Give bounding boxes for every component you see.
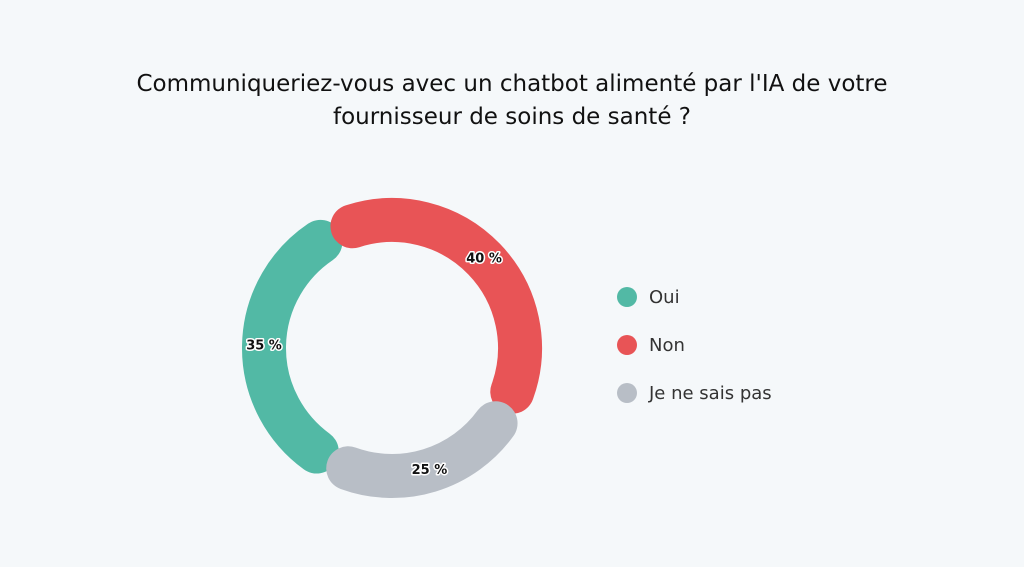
legend-marker	[617, 335, 637, 355]
chart-title: Communiqueriez-vous avec un chatbot alim…	[136, 71, 888, 130]
legend-label: Non	[649, 335, 685, 356]
legend-label: Je ne sais pas	[648, 383, 772, 404]
legend-label: Oui	[649, 287, 680, 308]
donut-segment	[242, 219, 343, 474]
value-label: 40 %	[466, 252, 502, 267]
donut-segment	[326, 401, 518, 498]
legend-marker	[617, 383, 637, 403]
legend-marker	[617, 287, 637, 307]
value-label: 25 %	[412, 463, 448, 478]
value-label: 35 %	[246, 338, 282, 353]
donut-segment	[330, 198, 542, 414]
